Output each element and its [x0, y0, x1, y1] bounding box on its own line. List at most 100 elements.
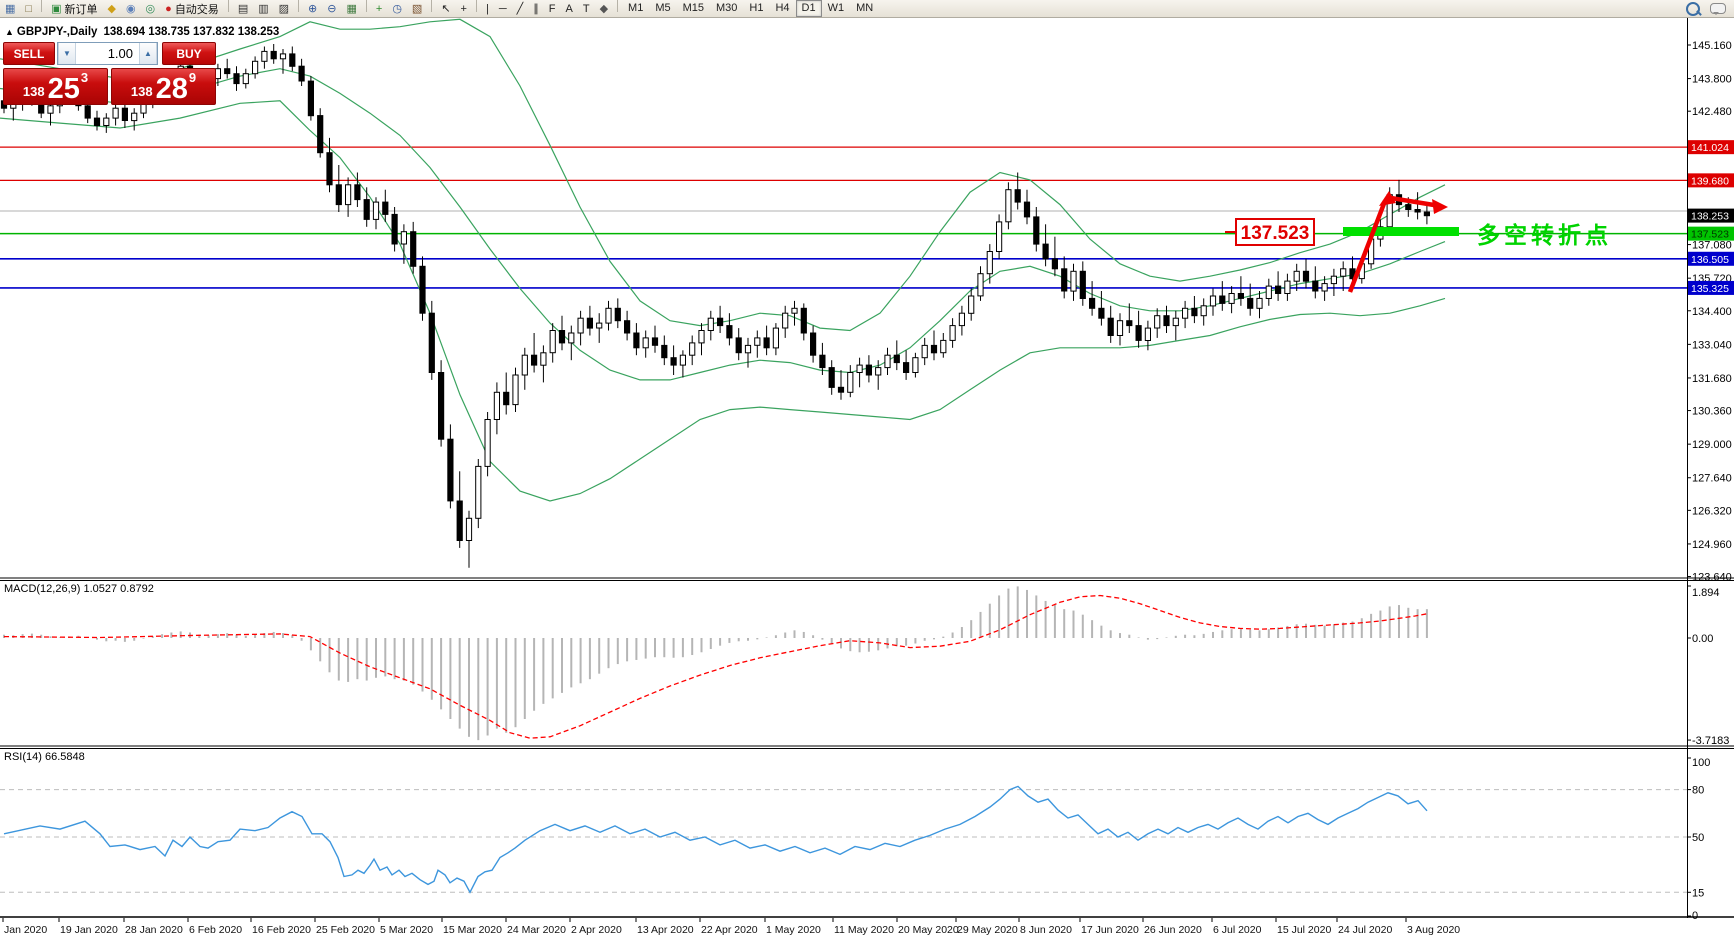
signals-icon[interactable]: ◎: [142, 1, 160, 18]
bear-candle: [289, 53, 296, 67]
bear-candle: [1405, 204, 1412, 211]
bear-candle: [84, 105, 91, 119]
timeframe-button-mn[interactable]: MN: [856, 2, 874, 14]
date-axis-label: 24 Mar 2020: [507, 924, 566, 936]
date-axis-label: 20 May 2020: [898, 924, 959, 936]
auto-trading-icon[interactable]: ● 自动交易: [161, 1, 223, 18]
price-callout-box[interactable]: [1235, 218, 1315, 246]
bull-candle: [856, 364, 863, 374]
vertical-line-icon[interactable]: |: [482, 1, 493, 18]
sell-price-box[interactable]: 138 25 3: [3, 68, 108, 105]
timeframe-button-m5[interactable]: M5: [655, 2, 671, 14]
bull-candle: [103, 117, 110, 126]
label-icon[interactable]: T: [579, 1, 594, 18]
history-center-icon: ◉: [125, 2, 136, 15]
sell-button[interactable]: SELL: [3, 42, 55, 65]
bull-candle: [912, 357, 919, 374]
trendline-icon[interactable]: ╱: [513, 1, 528, 18]
bear-candle: [298, 65, 305, 82]
data-window-icon[interactable]: □: [21, 1, 36, 18]
toolbar-separator: [298, 0, 300, 12]
price-axis-label: 142.480: [1692, 106, 1732, 118]
timeframe-button-m15[interactable]: M15: [682, 2, 705, 14]
volume-down-button[interactable]: ▼: [58, 43, 76, 64]
line-chart-icon: ▨: [278, 2, 290, 15]
volume-up-button[interactable]: ▲: [139, 43, 157, 64]
channel-icon[interactable]: ∥: [529, 1, 543, 18]
bear-candle: [1042, 243, 1049, 260]
tile-windows-icon[interactable]: ▦: [342, 1, 360, 18]
zoom-out-icon: ⊖: [327, 2, 337, 15]
text-icon[interactable]: A: [562, 1, 577, 18]
chart-window-icon[interactable]: ▦: [1, 1, 19, 18]
buy-button[interactable]: BUY: [162, 42, 216, 65]
data-window-icon: □: [25, 2, 33, 15]
support-highlight-bar[interactable]: [1343, 227, 1459, 236]
bear-candle: [1312, 280, 1319, 292]
volume-stepper[interactable]: ▼ 1.00 ▲: [57, 42, 158, 65]
bull-candle: [1330, 275, 1338, 285]
volume-value[interactable]: 1.00: [107, 46, 133, 61]
bear-candle: [763, 337, 770, 349]
bull-candle: [549, 330, 556, 354]
history-center-icon[interactable]: ◉: [122, 1, 140, 18]
cursor-icon[interactable]: ↖: [437, 1, 454, 18]
search-icon[interactable]: [1686, 1, 1700, 16]
bull-candle: [568, 332, 575, 344]
periods-icon[interactable]: ◷: [388, 1, 406, 18]
price-axis-label: 127.640: [1692, 473, 1732, 485]
indicators-icon[interactable]: +: [372, 1, 386, 18]
bear-candle: [558, 330, 566, 344]
bar-chart-icon[interactable]: ▤: [234, 1, 252, 18]
bull-candle: [261, 50, 268, 62]
bear-candle: [456, 500, 463, 541]
fibonacci-icon[interactable]: F: [545, 1, 560, 18]
arrows-icon[interactable]: ◆: [596, 1, 612, 18]
bear-candle: [1033, 216, 1040, 245]
bollinger-upper-band: [0, 18, 1446, 332]
chat-icon[interactable]: [1710, 3, 1726, 15]
candlestick-icon[interactable]: ▥: [254, 1, 272, 18]
zoom-out-icon[interactable]: ⊖: [323, 1, 340, 18]
timeframe-button-h4[interactable]: H4: [775, 2, 790, 14]
bear-candle: [633, 332, 640, 349]
crosshair-icon[interactable]: +: [457, 1, 471, 18]
date-axis-label: 1 May 2020: [766, 924, 821, 936]
templates-icon[interactable]: ▧: [408, 1, 426, 18]
pullback-arrow: [1390, 195, 1435, 208]
bear-candle: [335, 184, 342, 206]
date-axis-label: 2 Apr 2020: [571, 924, 622, 936]
bear-candle: [1423, 211, 1431, 217]
new-order-icon[interactable]: ▣ 新订单: [47, 1, 101, 18]
bear-candle: [1089, 297, 1096, 309]
market-watch-icon[interactable]: ◆: [103, 1, 119, 18]
buy-price-box[interactable]: 138 28 9: [111, 68, 216, 105]
bear-candle: [391, 213, 398, 245]
pullback-arrowhead[interactable]: [1432, 199, 1448, 214]
bull-candle: [1340, 268, 1347, 277]
date-axis-label: 24 Jul 2020: [1338, 924, 1392, 936]
timeframe-button-w1[interactable]: W1: [827, 2, 845, 14]
bear-candle: [531, 354, 538, 366]
bull-candle: [1070, 270, 1077, 292]
bull-candle: [484, 419, 491, 467]
line-chart-icon[interactable]: ▨: [275, 1, 293, 18]
horizontal-line-icon[interactable]: ─: [495, 1, 511, 18]
bull-candle: [1293, 270, 1300, 282]
timeframe-button-d1[interactable]: D1: [795, 0, 822, 17]
bull-candle: [540, 352, 547, 366]
timeframe-button-m1[interactable]: M1: [628, 2, 644, 14]
timeframe-button-h1[interactable]: H1: [749, 2, 764, 14]
bear-candle: [224, 68, 231, 75]
zoom-in-icon[interactable]: ⊕: [304, 1, 321, 18]
collapse-triangle-icon[interactable]: ▲: [5, 27, 14, 37]
bull-candle: [475, 465, 482, 519]
bull-candle: [1284, 280, 1291, 295]
bear-candle: [1051, 258, 1059, 270]
timeframe-button-m30[interactable]: M30: [716, 2, 738, 14]
bear-candle: [363, 199, 370, 220]
up-trend-arrowhead[interactable]: [1379, 191, 1396, 206]
